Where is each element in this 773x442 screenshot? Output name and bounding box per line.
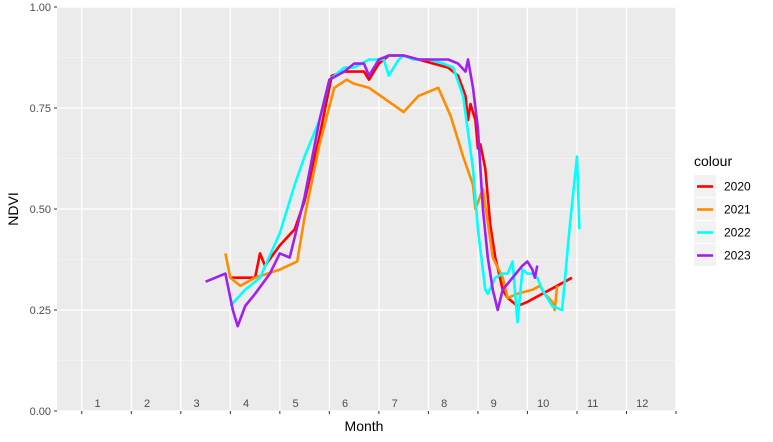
y-tick-label: 0.50 [30,204,51,216]
minor-gridlines [57,57,676,361]
month-label: 7 [392,398,398,410]
major-gridlines [57,6,677,412]
axes: 0.00 0.25 0.50 0.75 1.00 [30,2,677,418]
legend-label-2022: 2022 [724,226,751,240]
series-line-2021 [224,78,559,312]
month-label: 1 [94,398,100,410]
y-tick-label: 1.00 [30,2,51,14]
legend-title: colour [694,153,732,169]
legend-label-2020: 2020 [724,180,751,194]
month-label: 9 [491,398,497,410]
series-line-2023 [205,54,539,328]
legend-label-2021: 2021 [724,203,751,217]
y-tick-label: 0.75 [30,103,51,115]
x-axis-title: Month [345,418,384,434]
month-label: 11 [587,398,598,410]
month-label: 4 [243,398,249,410]
legend: colour 2020 2021 2022 2023 [694,153,751,266]
legend-label-2023: 2023 [724,249,751,263]
month-label: 8 [441,398,447,410]
month-label: 5 [293,398,299,410]
y-tick-label: 0.25 [30,305,51,317]
y-tick-label: 0.00 [30,406,51,418]
month-label: 12 [636,398,648,410]
month-label: 10 [537,398,549,410]
month-label: 6 [342,398,348,410]
month-labels: 1 2 3 4 5 6 7 8 9 10 11 12 [94,398,648,410]
month-label: 2 [144,398,150,410]
series-lines [205,54,581,328]
y-axis-title: NDVI [5,192,21,225]
month-label: 3 [193,398,199,410]
